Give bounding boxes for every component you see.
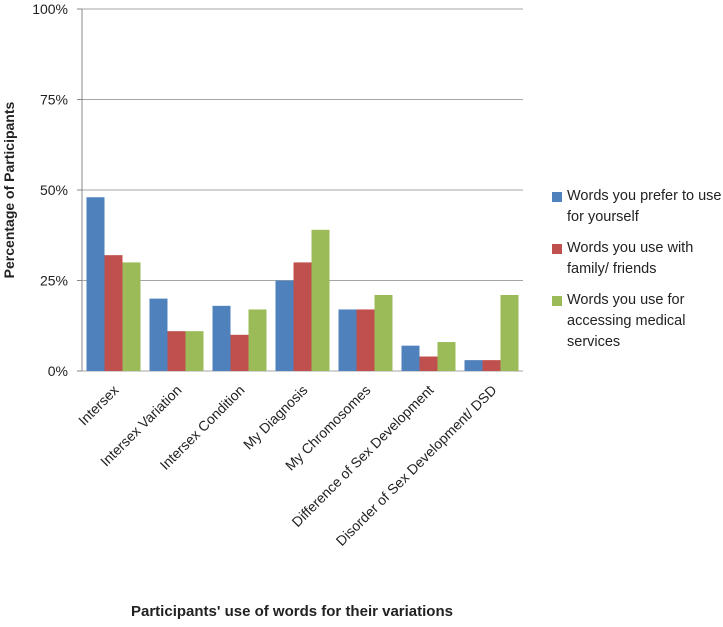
legend-swatch: [552, 296, 562, 306]
x-tick-label: Intersex: [75, 382, 122, 429]
bar: [374, 294, 393, 371]
bar: [86, 197, 105, 371]
legend-item: Words you prefer to use for yourself: [552, 186, 722, 228]
bar: [437, 342, 456, 371]
y-tick-label: 0%: [48, 363, 68, 379]
bar: [338, 309, 357, 371]
legend-label: Words you prefer to use for yourself: [567, 188, 722, 225]
legend-label: Words you use for accessing medical serv…: [567, 292, 686, 350]
legend-item: Words you use for accessing medical serv…: [552, 290, 722, 353]
y-tick-label: 75%: [40, 92, 68, 108]
y-axis-title: Percentage of Participants: [1, 101, 17, 278]
bar: [356, 309, 375, 371]
bar: [185, 331, 204, 371]
y-tick-label: 25%: [40, 273, 68, 289]
bar: [167, 331, 186, 371]
legend-item: Words you use with family/ friends: [552, 238, 722, 280]
x-tick-label: My Diagnosis: [240, 382, 311, 453]
bar: [500, 294, 519, 371]
legend-swatch: [552, 192, 562, 202]
bar: [419, 356, 438, 371]
y-tick-label: 100%: [32, 1, 68, 17]
legend-swatch: [552, 244, 562, 254]
x-axis-title: Participants' use of words for their var…: [131, 603, 453, 620]
legend: Words you prefer to use for yourself Word…: [552, 186, 722, 363]
bar: [149, 298, 168, 371]
y-tick-label: 50%: [40, 182, 68, 198]
bar: [212, 305, 231, 371]
bar: [293, 262, 312, 371]
bar: [248, 309, 267, 371]
bar: [275, 280, 294, 371]
bar: [122, 262, 141, 371]
bar: [311, 229, 330, 371]
bar: [104, 255, 123, 371]
bar: [401, 345, 420, 371]
bar: [230, 334, 249, 371]
bar: [482, 360, 501, 371]
bar: [464, 360, 483, 371]
legend-label: Words you use with family/ friends: [567, 240, 694, 277]
